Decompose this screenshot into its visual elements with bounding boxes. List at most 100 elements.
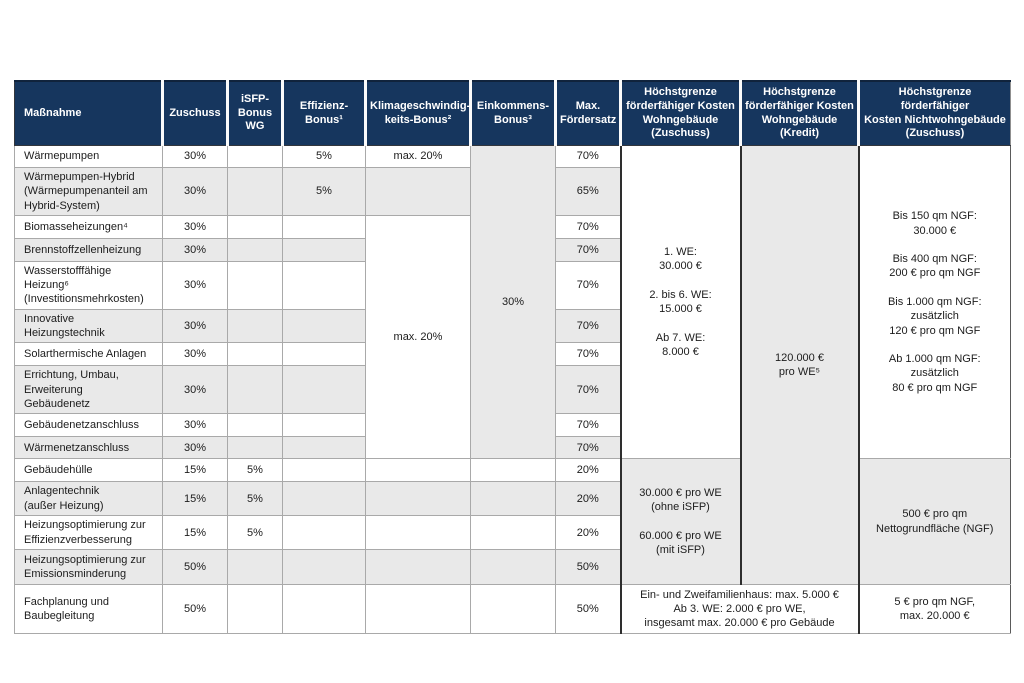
measure-cell: Solarthermische Anlagen (14, 342, 163, 367)
row-biomasseheizungen: Biomasseheizungen⁴ 30% max. 20% 70% (14, 214, 1011, 460)
row-fachplanung: Fachplanung und Baubegleitung 50% 50% Ei… (14, 584, 1011, 635)
measure-cell: Gebäudehülle (14, 458, 163, 483)
table-header: Maßnahme Zuschuss iSFP- Bonus WG Effizie… (14, 80, 1011, 146)
measure-cell: Errichtung, Umbau, Erweiterung Gebäudene… (14, 365, 163, 415)
header-nwg-limit: Höchstgrenze förderfähiger Kosten Nichtw… (857, 80, 1011, 146)
measure-cell: Heizungsoptimierung zur Effizienzverbess… (14, 515, 163, 551)
max-foerdersatz-cell: 70% (555, 214, 621, 239)
wg-limit-combined-cell: Ein- und Zweifamilienhaus: max. 5.000 € … (619, 584, 859, 635)
isfp-bonus-cell (227, 436, 283, 460)
max-foerdersatz-cell: 70% (555, 260, 621, 310)
wg-zuschuss-limit-merged-cell: 1. WE: 30.000 € 2. bis 6. WE: 15.000 € A… (619, 144, 741, 460)
effizienz-bonus-cell (282, 515, 366, 551)
isfp-bonus-cell (227, 308, 283, 344)
isfp-bonus-cell (227, 342, 283, 367)
header-wg-kredit-limit: Höchstgrenze förderfähiger Kosten Wohnge… (739, 80, 859, 146)
header-max-foerdersatz: Max. Fördersatz (554, 80, 621, 146)
row-brennstoffzellenheizung: Brennstoffzellenheizung 30% 70% (14, 237, 1011, 262)
row-gebaeudehuelle: Gebäudehülle 15% 5% 20% 30.000 € pro WE … (14, 458, 1011, 586)
isfp-bonus-cell (227, 214, 283, 239)
zuschuss-cell: 30% (162, 214, 228, 239)
zuschuss-cell: 30% (162, 237, 228, 262)
effizienz-bonus-cell (282, 549, 366, 586)
measure-cell: Anlagentechnik (außer Heizung) (14, 481, 163, 517)
isfp-bonus-cell (227, 549, 283, 586)
max-foerdersatz-cell: 65% (555, 167, 621, 216)
funding-table: Maßnahme Zuschuss iSFP- Bonus WG Effizie… (14, 80, 1011, 635)
max-foerdersatz-cell: 70% (555, 145, 621, 168)
effizienz-bonus-cell (282, 481, 366, 517)
nwg-limit-merged-cell: 500 € pro qm Nettogrundfläche (NGF) (857, 458, 1011, 586)
max-foerdersatz-cell: 70% (555, 436, 621, 460)
effizienz-bonus-cell (282, 365, 366, 415)
header-effizienz-bonus: Effizienz- Bonus¹ (281, 80, 366, 146)
row-solarthermische-anlagen: Solarthermische Anlagen 30% 70% (14, 342, 1011, 367)
klima-bonus-cell: max. 20% (365, 145, 471, 168)
measure-cell: Innovative Heizungstechnik (14, 308, 163, 344)
isfp-bonus-cell (227, 167, 283, 216)
measure-cell: Wärmepumpen (14, 145, 163, 168)
isfp-bonus-cell (227, 237, 283, 262)
klima-bonus-cell (365, 167, 471, 216)
header-einkommens-bonus: Einkommens- Bonus³ (469, 80, 556, 146)
einkommens-bonus-cell (470, 515, 556, 551)
max-foerdersatz-cell: 70% (555, 365, 621, 415)
measure-cell: Wärmenetzanschluss (14, 436, 163, 460)
zuschuss-cell: 50% (162, 584, 228, 635)
zuschuss-cell: 50% (162, 549, 228, 586)
row-wasserstofffaehige-heizung: Wasserstofffähige Heizung⁶ (Investitions… (14, 260, 1011, 310)
zuschuss-cell: 15% (162, 481, 228, 517)
measure-cell: Fachplanung und Baubegleitung (14, 584, 163, 635)
klima-bonus-cell (365, 584, 471, 635)
einkommens-bonus-cell (470, 584, 556, 635)
isfp-bonus-cell: 5% (227, 481, 283, 517)
effizienz-bonus-cell (282, 584, 366, 635)
einkommens-bonus-cell (470, 549, 556, 586)
row-innovative-heizungstechnik: Innovative Heizungstechnik 30% 70% (14, 308, 1011, 344)
max-foerdersatz-cell: 50% (555, 584, 621, 635)
zuschuss-cell: 15% (162, 515, 228, 551)
max-foerdersatz-cell: 20% (555, 515, 621, 551)
einkommens-bonus-cell (470, 481, 556, 517)
nwg-limit-merged-cell: Bis 150 qm NGF: 30.000 € Bis 400 qm NGF:… (857, 144, 1011, 460)
measure-cell: Wasserstofffähige Heizung⁶ (Investitions… (14, 260, 163, 310)
table-body: Wärmepumpen 30% 5% max. 20% 30% 70% 1. W… (14, 144, 1011, 635)
effizienz-bonus-cell (282, 436, 366, 460)
measure-cell: Heizungsoptimierung zur Emissionsminderu… (14, 549, 163, 586)
isfp-bonus-cell (227, 145, 283, 168)
klima-bonus-cell (365, 481, 471, 517)
nwg-limit-cell: 5 € pro qm NGF, max. 20.000 € (857, 584, 1011, 635)
effizienz-bonus-cell: 5% (282, 145, 366, 168)
measure-cell: Brennstoffzellenheizung (14, 237, 163, 262)
isfp-bonus-cell (227, 413, 283, 438)
effizienz-bonus-cell (282, 308, 366, 344)
row-anlagentechnik: Anlagentechnik (außer Heizung) 15% 5% 20… (14, 481, 1011, 517)
effizienz-bonus-cell (282, 342, 366, 367)
zuschuss-cell: 30% (162, 413, 228, 438)
max-foerdersatz-cell: 50% (555, 549, 621, 586)
zuschuss-cell: 30% (162, 308, 228, 344)
row-waermepumpen-hybrid: Wärmepumpen-Hybrid (Wärmepumpenanteil am… (14, 167, 1011, 216)
max-foerdersatz-cell: 70% (555, 342, 621, 367)
klima-bonus-cell (365, 515, 471, 551)
klima-bonus-cell (365, 549, 471, 586)
isfp-bonus-cell (227, 260, 283, 310)
max-foerdersatz-cell: 20% (555, 458, 621, 483)
max-foerdersatz-cell: 70% (555, 237, 621, 262)
zuschuss-cell: 30% (162, 167, 228, 216)
header-row: Maßnahme Zuschuss iSFP- Bonus WG Effizie… (14, 80, 1011, 146)
isfp-bonus-cell: 5% (227, 515, 283, 551)
effizienz-bonus-cell (282, 237, 366, 262)
header-massnahme: Maßnahme (14, 80, 163, 146)
max-foerdersatz-cell: 20% (555, 481, 621, 517)
wg-zuschuss-limit-merged-cell: 30.000 € pro WE (ohne iSFP) 60.000 € pro… (619, 458, 741, 586)
zuschuss-cell: 15% (162, 458, 228, 483)
isfp-bonus-cell: 5% (227, 458, 283, 483)
row-heizungsoptimierung-effizienz: Heizungsoptimierung zur Effizienzverbess… (14, 515, 1011, 551)
zuschuss-cell: 30% (162, 365, 228, 415)
isfp-bonus-cell (227, 365, 283, 415)
max-foerdersatz-cell: 70% (555, 413, 621, 438)
einkommens-bonus-merged-cell: 30% (470, 144, 556, 460)
effizienz-bonus-cell (282, 260, 366, 310)
measure-cell: Gebäudenetzanschluss (14, 413, 163, 438)
